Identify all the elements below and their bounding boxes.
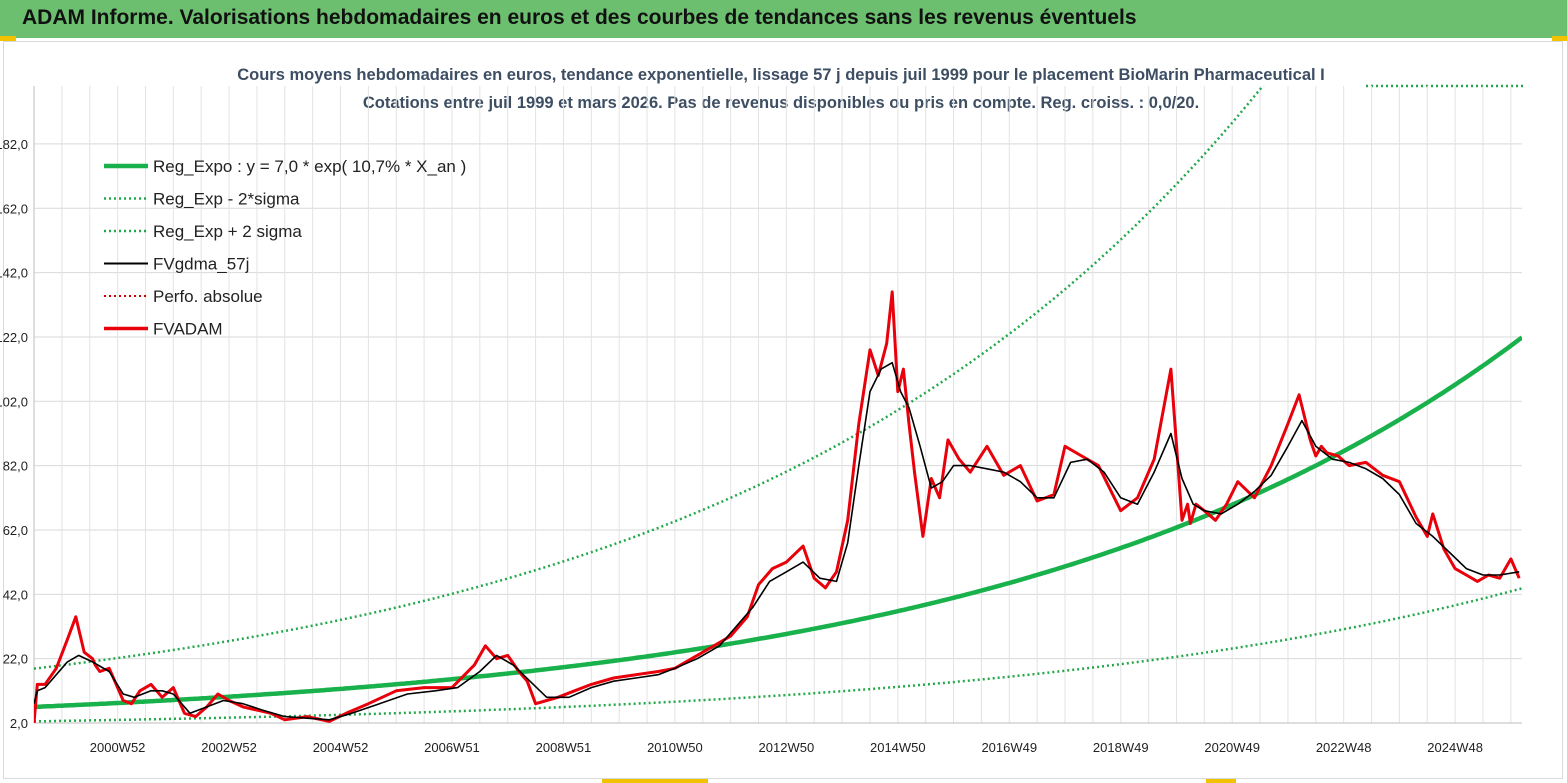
legend-label: FVADAM [153, 320, 223, 339]
y-tick-label: 42,0 [3, 587, 28, 602]
y-tick-label: 62,0 [3, 523, 28, 538]
y-tick-label: 142,0 [0, 266, 28, 281]
legend-label: FVgdma_57j [153, 255, 249, 274]
y-tick-label: 102,0 [0, 394, 28, 409]
legend-label: Reg_Exp + 2 sigma [153, 222, 302, 241]
y-tick-label: 182,0 [0, 137, 28, 152]
y-tick-label: 162,0 [0, 201, 28, 216]
y-tick-label: 2,0 [10, 716, 28, 731]
x-tick-label: 2004W52 [313, 740, 369, 755]
chart-frame [3, 41, 1563, 779]
x-tick-label: 2010W50 [647, 740, 703, 755]
x-tick-label: 2020W49 [1204, 740, 1260, 755]
x-axis: 2000W52 2002W52 2004W52 2006W51 2008W51 2010W… [90, 740, 1483, 755]
legend: Reg_Expo : y = 7,0 * exp( 10,7% * X_an )… [104, 157, 466, 339]
y-tick-label: 22,0 [3, 652, 28, 667]
legend-label: Reg_Exp - 2*sigma [153, 190, 300, 209]
band-upper-line [34, 86, 1265, 670]
bottom-accent-marks [0, 779, 1567, 783]
accent-mark-right [1552, 36, 1567, 41]
grid [33, 86, 1522, 724]
plot-area [34, 86, 1522, 723]
x-tick-label: 2024W48 [1427, 740, 1483, 755]
y-tick-label: 122,0 [0, 330, 28, 345]
x-tick-label: 2018W49 [1093, 740, 1149, 755]
bottom-mark [602, 779, 708, 783]
y-axis: 182,0 162,0 142,0 122,0 102,0 82,0 62,0 42,0 22,… [0, 137, 28, 731]
page-title: ADAM Informe. Valorisations hebdomadaire… [22, 6, 1137, 29]
trend-line [34, 335, 1522, 710]
chart-title: Cours moyens hebdomadaires en euros, ten… [237, 66, 1325, 84]
header-bar: ADAM Informe. Valorisations hebdomadaire… [0, 0, 1567, 38]
fvgdma-line [34, 361, 1520, 721]
x-tick-label: 2014W50 [870, 740, 926, 755]
legend-label: Perfo. absolue [153, 287, 263, 306]
x-tick-label: 2006W51 [424, 740, 480, 755]
y-tick-label: 82,0 [3, 459, 28, 474]
accent-mark-left [0, 36, 16, 41]
x-tick-label: 2002W52 [201, 740, 257, 755]
legend-label: Reg_Expo : y = 7,0 * exp( 10,7% * X_an ) [153, 157, 466, 176]
x-tick-label: 2000W52 [90, 740, 146, 755]
x-tick-label: 2008W51 [536, 740, 592, 755]
bottom-mark [1206, 779, 1236, 783]
chart-subtitle: Cotations entre juil 1999 et mars 2026. … [363, 94, 1199, 112]
x-tick-label: 2012W50 [759, 740, 815, 755]
x-tick-label: 2022W48 [1316, 740, 1372, 755]
fvadam-line [34, 290, 1521, 723]
x-tick-label: 2016W49 [981, 740, 1037, 755]
